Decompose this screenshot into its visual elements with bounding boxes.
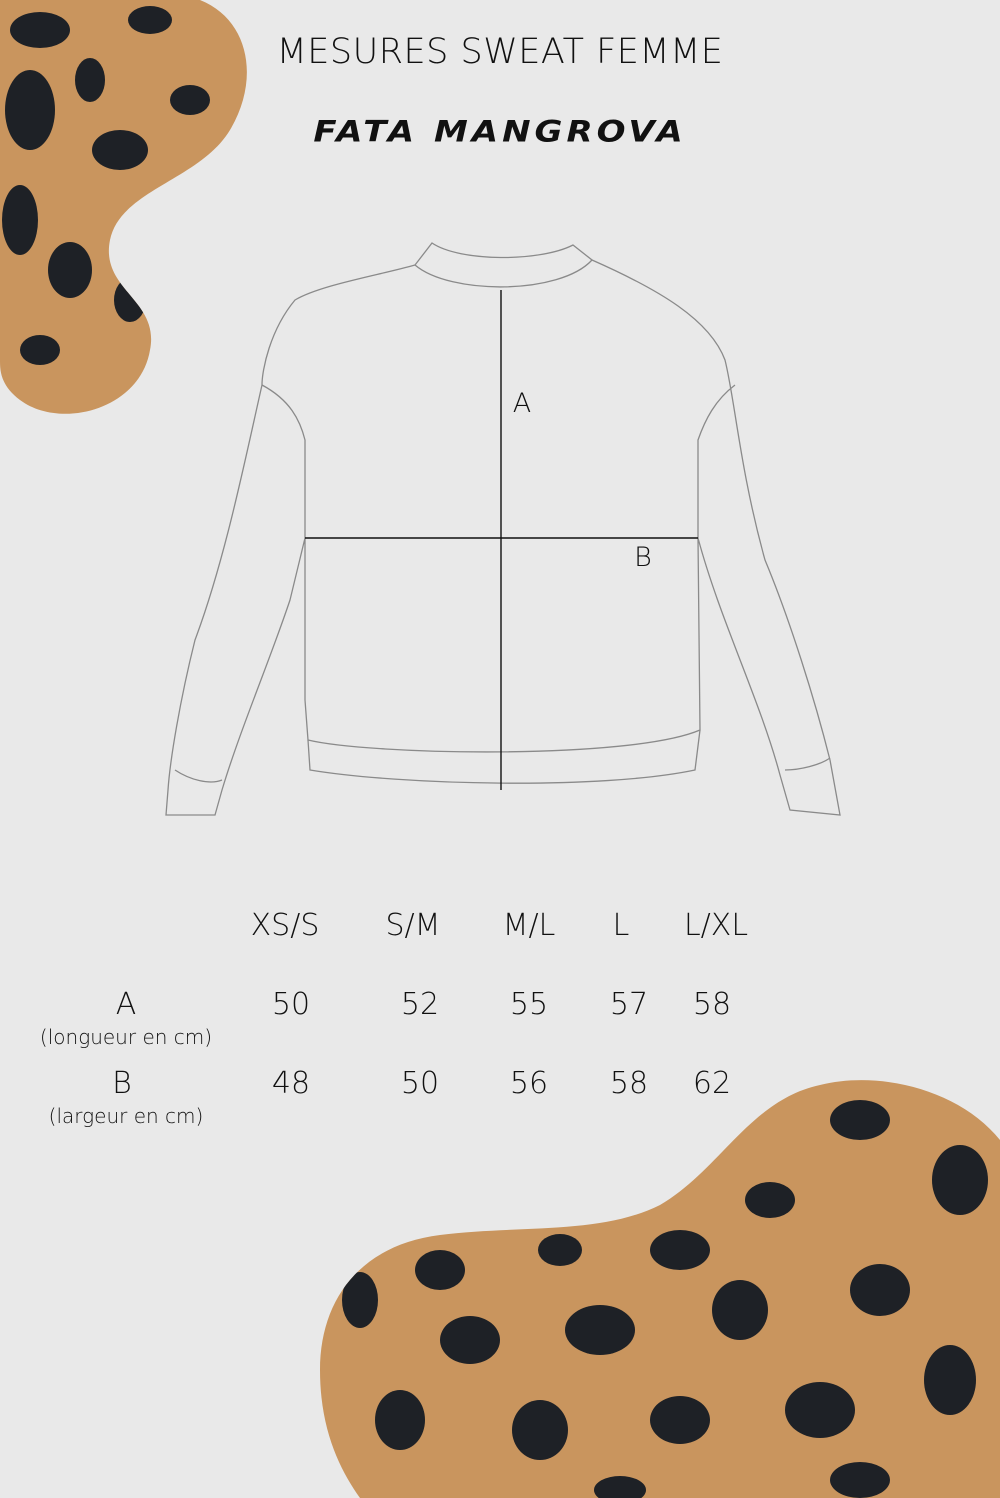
row-label: B	[112, 1066, 132, 1101]
column-header: XS/S	[250, 908, 320, 943]
column-header: M/L	[502, 908, 556, 943]
row-label: A	[115, 987, 137, 1022]
table-cell: 58	[609, 1066, 649, 1101]
page-title: MESURES SWEAT FEMME	[276, 32, 724, 72]
table-cell: 50	[400, 1066, 440, 1101]
column-header: L	[612, 908, 630, 943]
leopard-blob-bottom-right	[320, 1080, 1000, 1498]
diagram-label-b: B	[634, 542, 652, 573]
table-cell: 62	[692, 1066, 732, 1101]
table-cell: 55	[509, 987, 549, 1022]
table-cell: 58	[692, 987, 732, 1022]
table-cell: 48	[271, 1066, 311, 1101]
table-cell: 50	[271, 987, 311, 1022]
brand-logo: FATA MANGROVA	[313, 115, 687, 149]
measurement-lines	[305, 290, 698, 790]
table-cell: 56	[509, 1066, 549, 1101]
column-header: S/M	[385, 908, 441, 943]
table-cell: 57	[609, 987, 649, 1022]
sweater-drawing	[165, 242, 841, 816]
column-header: L/XL	[683, 908, 749, 943]
row-sublabel: (largeur en cm)	[48, 1104, 204, 1128]
diagram-label-a: A	[512, 388, 532, 419]
table-cell: 52	[400, 987, 440, 1022]
row-sublabel: (longueur en cm)	[39, 1025, 213, 1049]
